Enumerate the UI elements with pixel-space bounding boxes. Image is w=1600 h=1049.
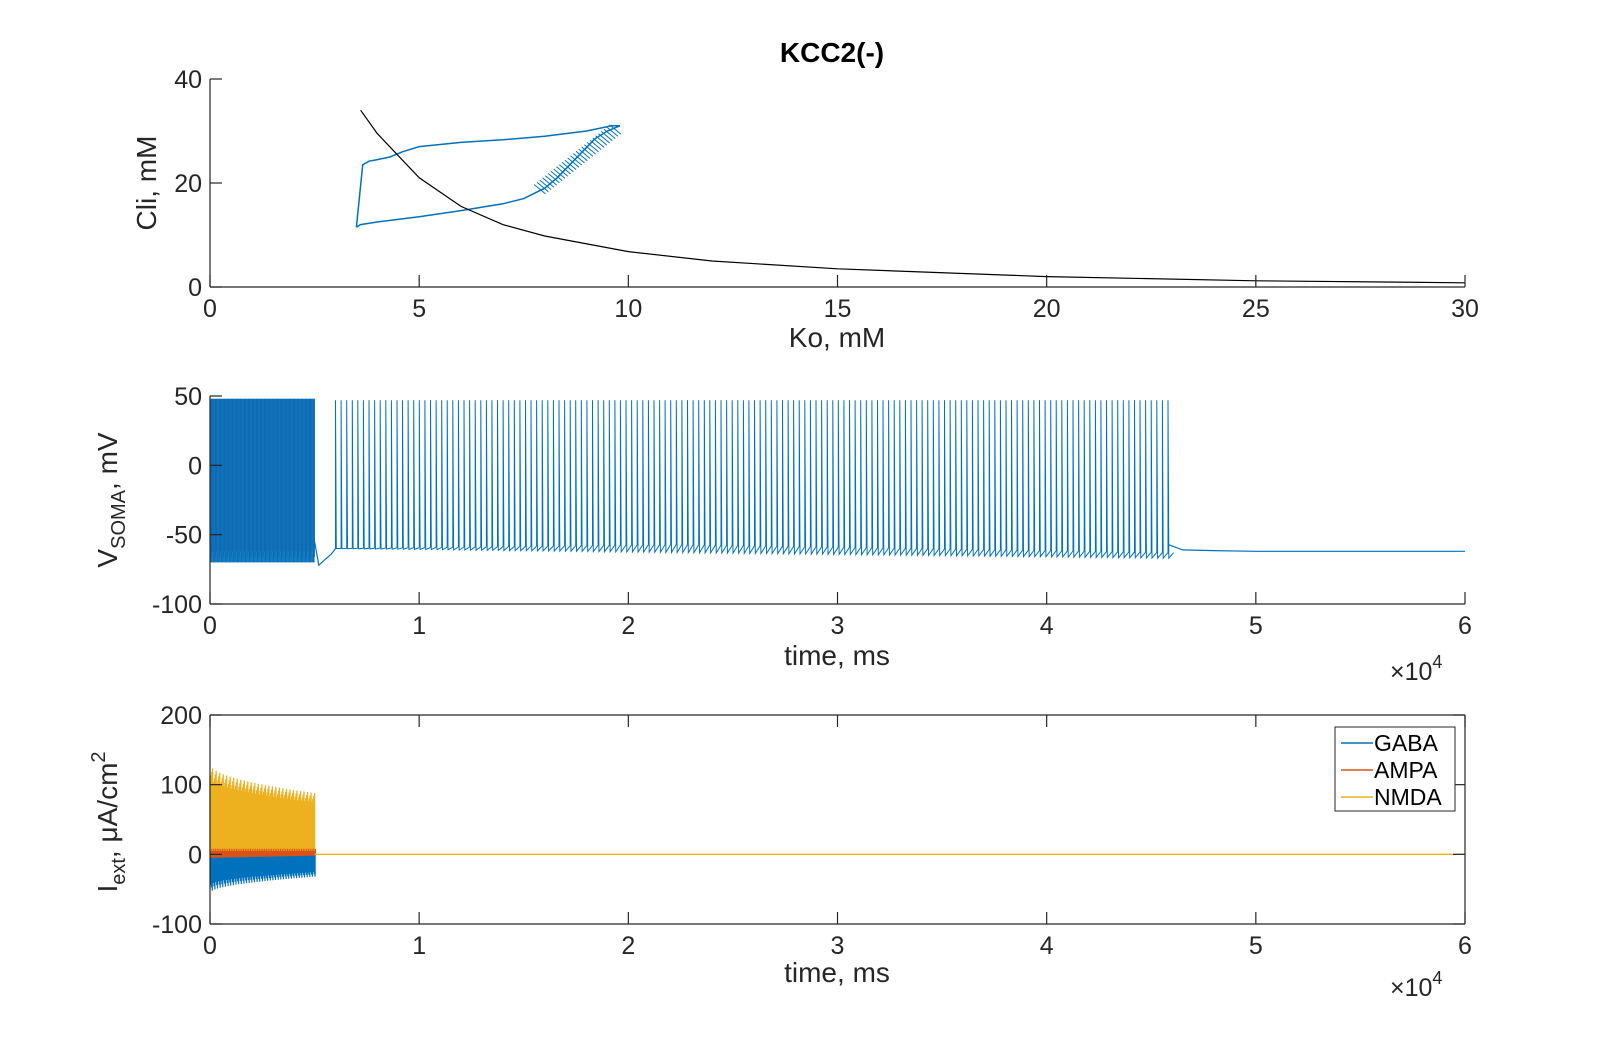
panel3-ytick-label: -100 — [152, 911, 202, 939]
panel1-ytick-label: 40 — [174, 66, 202, 94]
panel1-xtick-label: 25 — [1242, 295, 1270, 323]
panel2-xtick-label: 6 — [1458, 612, 1472, 640]
panel3-xtick-label: 6 — [1458, 932, 1472, 960]
panel2-rest-trace — [1167, 543, 1465, 552]
legend-label-gaba: GABA — [1374, 730, 1439, 756]
svg-text:Iext, μA/cm2: Iext, μA/cm2 — [88, 751, 130, 892]
panel-vsoma: 0 1 2 3 4 5 6 -100 -50 0 50 time, ms VSOMA, mV ×10… — [92, 383, 1472, 686]
panel1-xtick-label: 10 — [614, 295, 642, 323]
figure-title: KCC2(-) — [780, 37, 884, 68]
panel1-ylabel: Cli, mM — [131, 136, 162, 231]
panel1-xtick-label: 5 — [412, 295, 426, 323]
svg-text:VSOMA, mV: VSOMA, mV — [92, 432, 130, 567]
panel2-xtick-label: 0 — [203, 612, 217, 640]
svg-text:×104: ×104 — [1390, 968, 1442, 1002]
panel3-xtick-label: 1 — [412, 932, 426, 960]
panel-cli-vs-ko: 0 5 10 15 20 25 30 0 20 40 Ko, mM Cli, mM — [131, 66, 1479, 353]
panel3-ylabel: Iext, μA/cm2 — [88, 751, 130, 892]
panel2-xlabel: time, ms — [784, 640, 890, 671]
panel3-xtick-label: 5 — [1249, 932, 1263, 960]
panel3-ylabel-sup: 2 — [88, 751, 110, 762]
panel3-ylabel-sub: ext — [108, 858, 130, 885]
panel2-ytick-label: 0 — [188, 452, 202, 480]
svg-text:×104: ×104 — [1390, 652, 1442, 686]
panel1-xtick-label: 0 — [203, 295, 217, 323]
panel1-series-reference-curve — [360, 109, 1466, 284]
panel2-ytick-label: 50 — [174, 383, 202, 411]
panel2-ylabel-main: V — [92, 549, 123, 568]
panel2-exponent-base: ×10 — [1390, 658, 1432, 686]
panel2-xtick-label: 4 — [1040, 612, 1054, 640]
panel3-xtick-label: 0 — [203, 932, 217, 960]
panel3-exponent-base: ×10 — [1390, 974, 1432, 1002]
legend-label-ampa: AMPA — [1374, 757, 1438, 783]
panel2-ytick-label: -50 — [166, 522, 202, 550]
panel1-ytick-label: 0 — [188, 274, 202, 302]
panel3-xlabel: time, ms — [784, 957, 890, 988]
panel3-exponent: ×104 — [1390, 968, 1442, 1002]
panel2-recovery-trace — [314, 541, 336, 567]
legend-label-nmda: NMDA — [1374, 784, 1442, 810]
panel1-xlabel: Ko, mM — [789, 322, 885, 353]
panel2-xtick-label: 3 — [831, 612, 845, 640]
panel1-xtick-label: 20 — [1033, 295, 1061, 323]
panel2-exponent: ×104 — [1390, 652, 1442, 686]
panel3-exponent-power: 4 — [1432, 968, 1442, 988]
panel3-xtick-label: 4 — [1040, 932, 1054, 960]
panel2-exponent-power: 4 — [1432, 652, 1442, 672]
panel1-series-loop — [355, 125, 621, 228]
panel3-ytick-label: 200 — [160, 702, 202, 730]
panel3-xtick-label: 3 — [831, 932, 845, 960]
panel2-xtick-label: 1 — [412, 612, 426, 640]
panel2-ylabel: VSOMA, mV — [92, 432, 130, 567]
panel1-axes-box — [210, 79, 1465, 287]
panel2-xtick-label: 5 — [1249, 612, 1263, 640]
panel3-ylabel-main: I — [92, 885, 123, 893]
panel1-xtick-label: 15 — [824, 295, 852, 323]
panel2-ytick-label: -100 — [152, 591, 202, 619]
panel2-spike-train — [335, 400, 1174, 560]
panel3-series-gaba — [209, 854, 316, 891]
panel1-ytick-label: 20 — [174, 170, 202, 198]
panel3-ytick-label: 0 — [188, 841, 202, 869]
panel2-ylabel-sub: SOMA — [108, 489, 130, 549]
panel3-xtick-label: 2 — [621, 932, 635, 960]
panel3-ylabel-rest: , μA/cm — [92, 763, 123, 858]
panel2-ylabel-rest: , mV — [92, 432, 123, 490]
panel3-series-nmda — [209, 768, 316, 855]
panel2-xtick-label: 2 — [621, 612, 635, 640]
panel1-xtick-label: 30 — [1451, 295, 1479, 323]
panel3-ytick-label: 100 — [160, 772, 202, 800]
